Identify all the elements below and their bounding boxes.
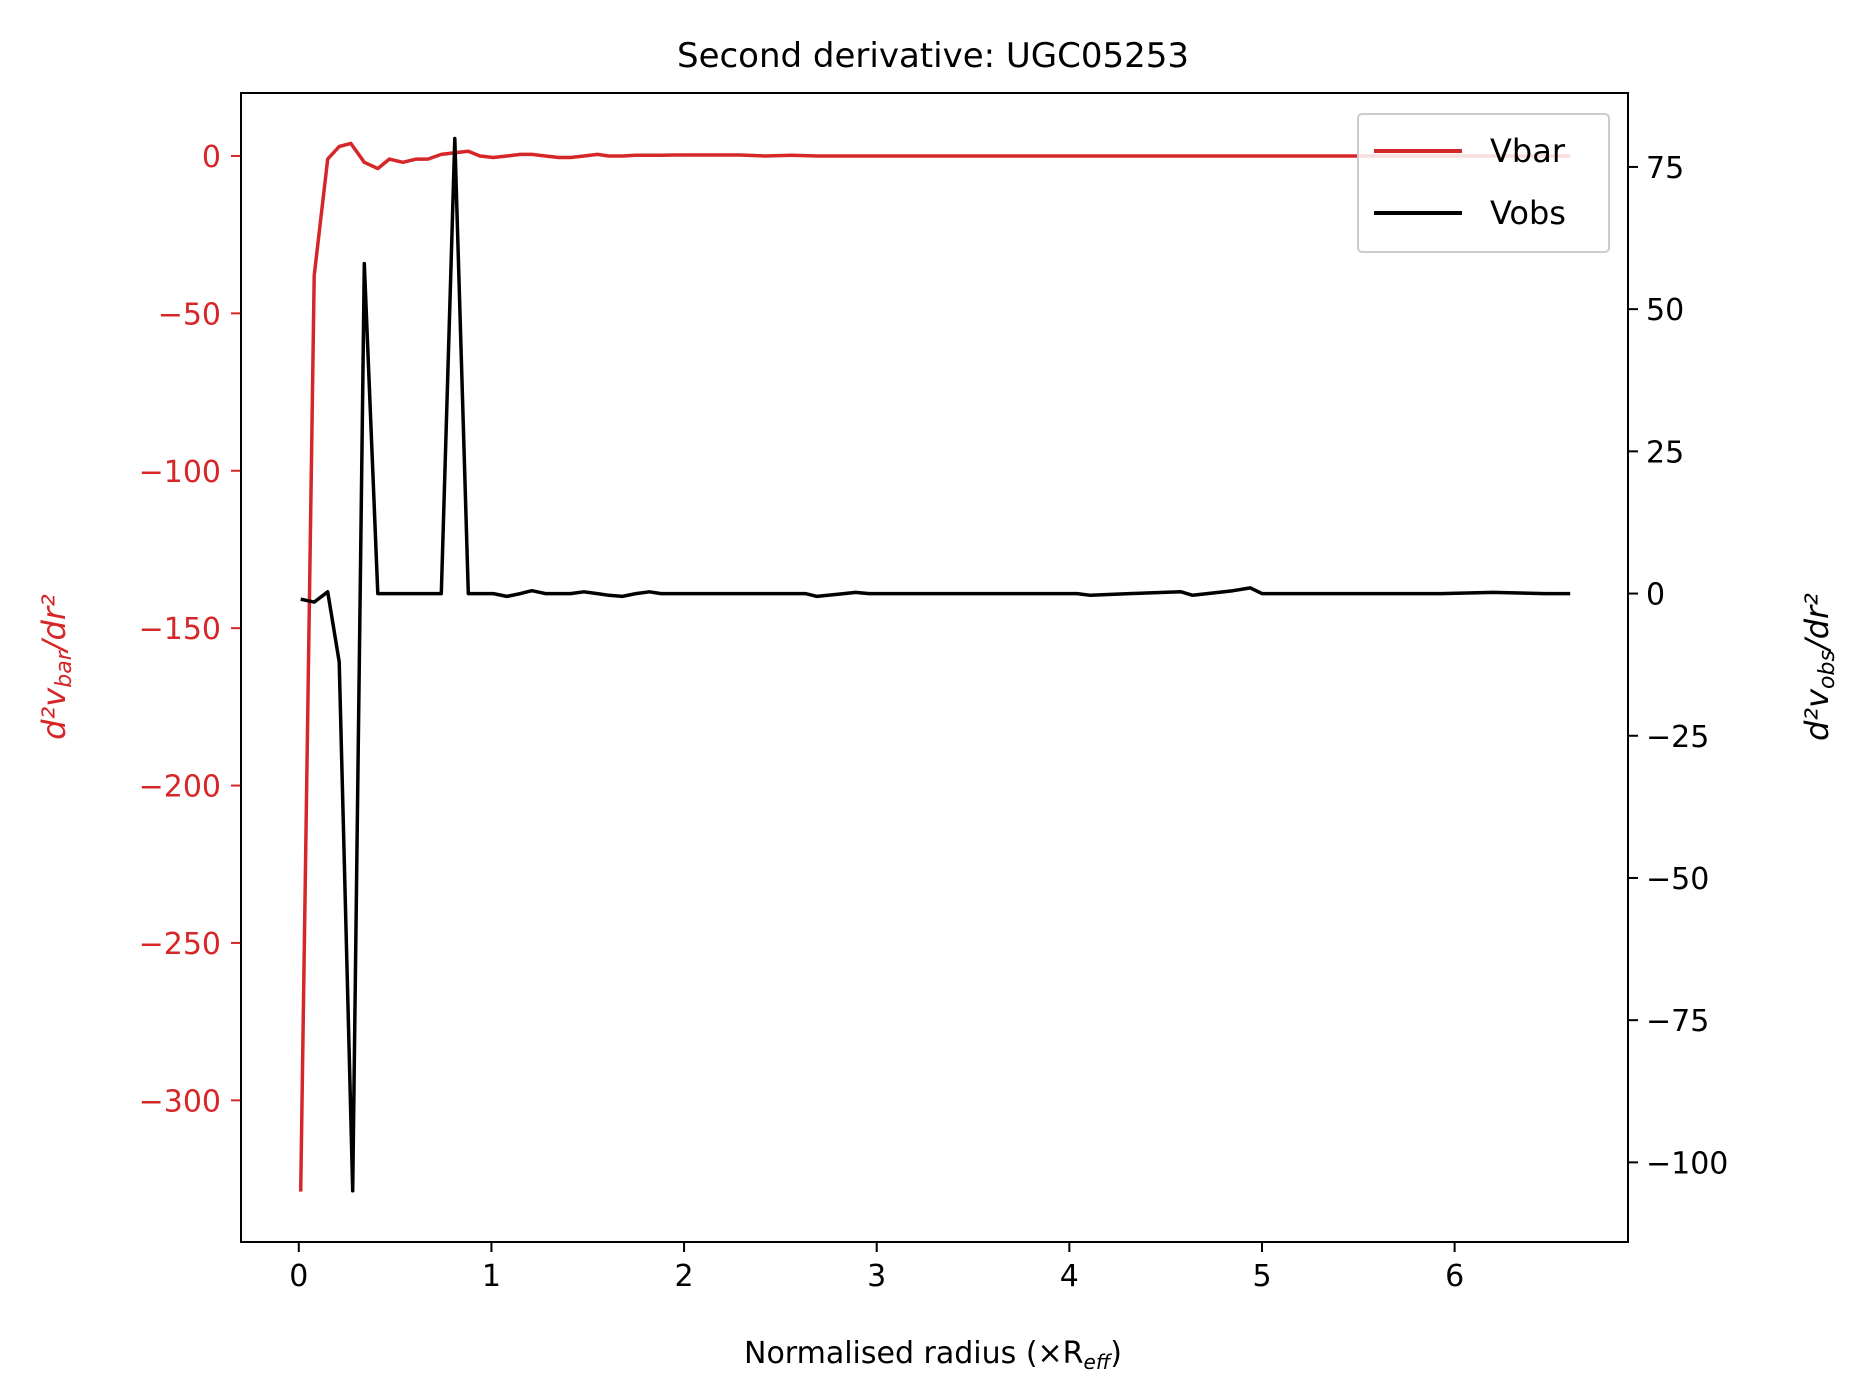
x-tick-label: 1	[482, 1259, 501, 1294]
plot-frame	[240, 92, 1629, 1243]
y-right-tick-label: 25	[1646, 435, 1684, 470]
legend-label-vbar: Vbar	[1490, 132, 1566, 170]
x-tick-label: 6	[1445, 1259, 1464, 1294]
y-axis-label-right: d²vobs/dr²	[1798, 593, 1840, 741]
y-left-tick-label: −50	[158, 297, 221, 332]
x-tick-label: 0	[289, 1259, 308, 1294]
series-line-vbar	[298, 141, 1571, 1192]
y-left-tick-label: −250	[139, 927, 221, 962]
x-tick-label: 4	[1060, 1259, 1079, 1294]
chart-title: Second derivative: UGC05253	[677, 36, 1189, 76]
y-right-tick-label: −75	[1646, 1004, 1709, 1039]
y-right-tick-label: 75	[1646, 151, 1684, 186]
y-left-tick-label: −300	[139, 1084, 221, 1119]
y-left-tick-label: −200	[139, 770, 221, 805]
legend-label-vobs: Vobs	[1490, 194, 1566, 232]
y-right-tick-label: −100	[1646, 1146, 1728, 1181]
x-axis-label-close: )	[1110, 1336, 1122, 1371]
ticks-layer: 0 1 2 3 4 5 6 0 −50 −100 −150 −200 −250 −300 75 50 25 0 −2…	[139, 140, 1729, 1294]
legend-box	[1357, 113, 1610, 253]
legend: Vbar Vobs	[1357, 113, 1610, 253]
x-tick-label: 5	[1252, 1259, 1271, 1294]
y-right-tick-label: −50	[1646, 862, 1709, 897]
y-right-tick-label: 50	[1646, 293, 1684, 328]
y-right-tick-label: −25	[1646, 720, 1709, 755]
y-left-tick-label: −100	[139, 455, 221, 490]
y-left-tick-label: −150	[139, 612, 221, 647]
x-tick-label: 2	[675, 1259, 694, 1294]
x-axis-label-sub: eff	[1084, 1350, 1113, 1374]
y-axis-label-left: d²vbar/dr²	[35, 594, 77, 740]
y-left-tick-label: 0	[202, 140, 221, 175]
x-tick-label: 3	[867, 1259, 886, 1294]
x-axis-label-main: Normalised radius (×R	[744, 1336, 1084, 1371]
x-axis-label: Normalised radius (×Reff)	[744, 1336, 1122, 1374]
series-layer	[298, 136, 1571, 1193]
y-right-tick-label: 0	[1646, 578, 1665, 613]
series-line-vobs	[300, 136, 1571, 1193]
